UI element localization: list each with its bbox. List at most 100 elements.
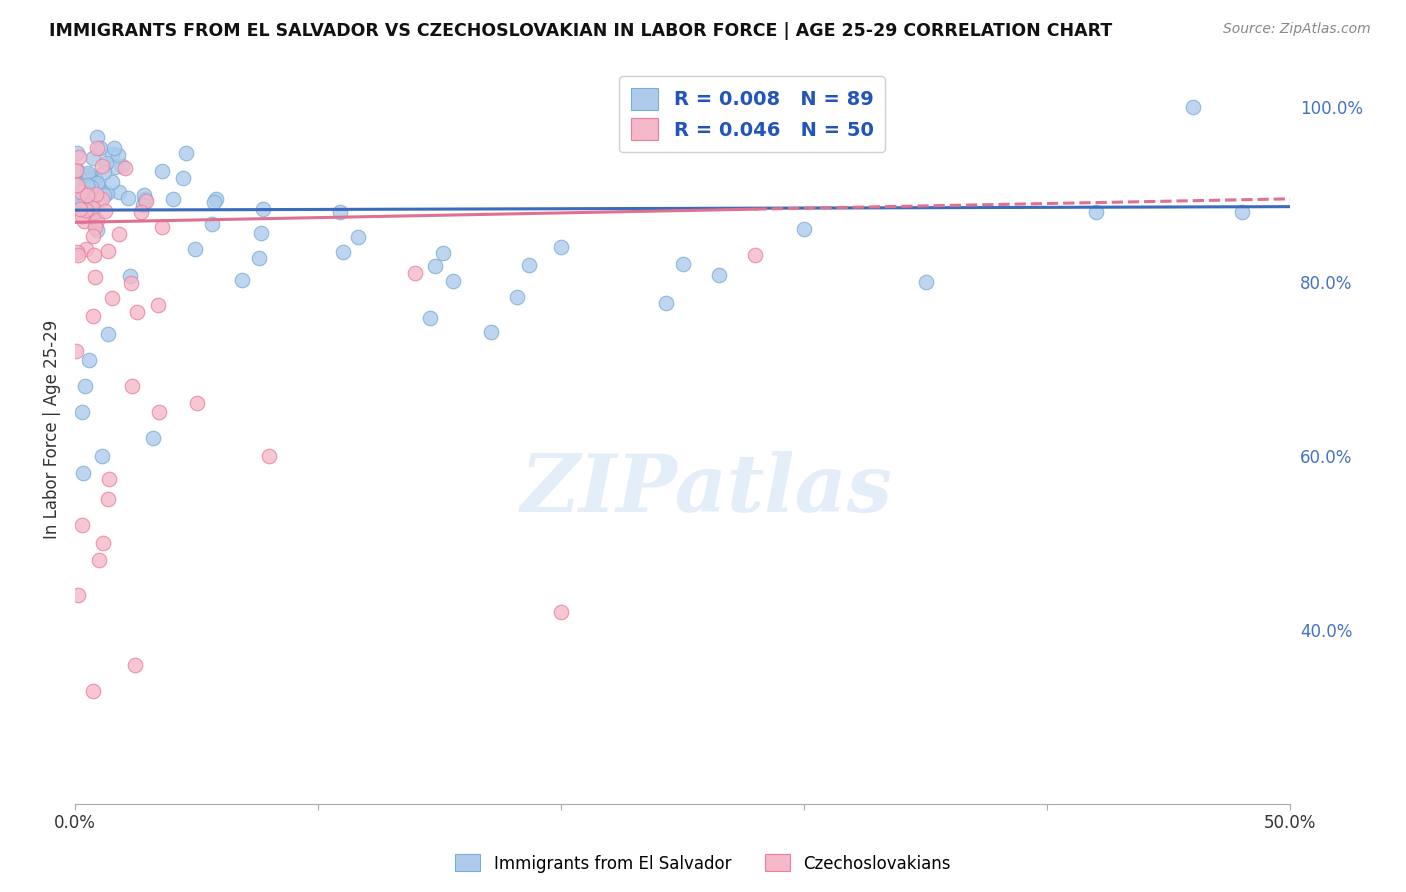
Point: [80, 197, 103, 211]
Point: [80, 177, 103, 191]
Point: [134, 194, 156, 208]
Point: [550, 240, 572, 254]
Point: [108, 227, 131, 242]
Point: [129, 204, 152, 219]
Point: [91, 192, 114, 206]
Point: [249, 252, 271, 266]
Point: [108, 185, 131, 199]
Point: [150, 220, 173, 235]
Point: [152, 164, 174, 178]
Point: [82, 201, 104, 215]
Point: [86, 213, 108, 227]
Point: [201, 218, 224, 232]
Point: [114, 161, 136, 175]
Point: [67, 149, 90, 163]
Point: [655, 296, 678, 310]
Point: [744, 248, 766, 262]
Legend: R = 0.008   N = 89, R = 0.046   N = 50: R = 0.008 N = 89, R = 0.046 N = 50: [620, 76, 886, 153]
Point: [83, 248, 105, 262]
Point: [97, 326, 120, 341]
Text: Source: ZipAtlas.com: Source: ZipAtlas.com: [1223, 22, 1371, 37]
Point: [75, 242, 97, 256]
Point: [101, 175, 124, 189]
Point: [86, 141, 108, 155]
Point: [69, 185, 91, 199]
Point: [550, 606, 572, 620]
Point: [252, 202, 274, 216]
Point: [67, 588, 90, 602]
Point: [671, 257, 693, 271]
Point: [86, 129, 108, 144]
Point: [423, 259, 446, 273]
Point: [404, 266, 426, 280]
Point: [1181, 100, 1204, 114]
Point: [97, 244, 120, 258]
Point: [328, 205, 350, 219]
Point: [1230, 205, 1253, 219]
Point: [517, 258, 540, 272]
Point: [82, 683, 104, 698]
Point: [111, 159, 134, 173]
Point: [332, 245, 354, 260]
Point: [82, 189, 104, 203]
Point: [186, 396, 208, 410]
Point: [86, 183, 108, 197]
Point: [75, 203, 97, 218]
Point: [82, 310, 104, 324]
Point: [89, 553, 111, 567]
Point: [67, 180, 90, 194]
Point: [432, 245, 454, 260]
Point: [419, 311, 441, 326]
Point: [347, 230, 370, 244]
Point: [176, 146, 198, 161]
Point: [142, 431, 165, 445]
Point: [66, 146, 89, 161]
Point: [66, 162, 89, 177]
Point: [70, 518, 93, 533]
Point: [172, 171, 194, 186]
Point: [709, 268, 731, 282]
Point: [101, 147, 124, 161]
Point: [125, 305, 148, 319]
Point: [84, 171, 107, 186]
Point: [89, 141, 111, 155]
Point: [259, 449, 281, 463]
Point: [83, 210, 105, 224]
Point: [479, 325, 502, 339]
Point: [132, 197, 155, 211]
Point: [76, 178, 98, 192]
Point: [83, 170, 105, 185]
Point: [134, 192, 156, 206]
Text: IMMIGRANTS FROM EL SALVADOR VS CZECHOSLOVAKIAN IN LABOR FORCE | AGE 25-29 CORREL: IMMIGRANTS FROM EL SALVADOR VS CZECHOSLO…: [49, 22, 1112, 40]
Point: [70, 209, 93, 223]
Point: [77, 352, 100, 367]
Point: [83, 220, 105, 235]
Point: [86, 223, 108, 237]
Point: [73, 214, 96, 228]
Point: [117, 191, 139, 205]
Point: [70, 405, 93, 419]
Y-axis label: In Labor Force | Age 25-29: In Labor Force | Age 25-29: [44, 320, 60, 539]
Legend: Immigrants from El Salvador, Czechoslovakians: Immigrants from El Salvador, Czechoslova…: [449, 847, 957, 880]
Point: [96, 186, 118, 201]
Point: [250, 227, 273, 241]
Point: [135, 194, 157, 209]
Point: [82, 228, 104, 243]
Point: [69, 202, 91, 217]
Point: [91, 535, 114, 549]
Point: [162, 192, 184, 206]
Point: [77, 166, 100, 180]
Point: [120, 276, 142, 290]
Point: [100, 292, 122, 306]
Point: [93, 165, 115, 179]
Point: [146, 297, 169, 311]
Point: [66, 199, 89, 213]
Point: [93, 187, 115, 202]
Point: [67, 248, 90, 262]
Point: [84, 218, 107, 232]
Point: [79, 178, 101, 193]
Point: [69, 193, 91, 207]
Point: [104, 160, 127, 174]
Point: [184, 243, 207, 257]
Point: [66, 244, 89, 259]
